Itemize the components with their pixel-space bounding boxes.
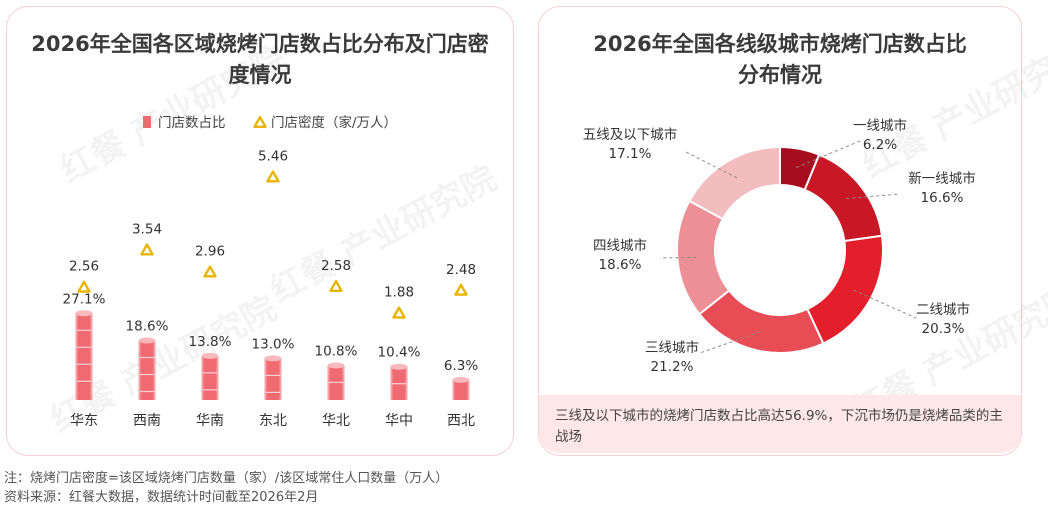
bar (392, 368, 406, 400)
category-label: 华中 (385, 413, 413, 429)
leader-line (699, 331, 761, 354)
density-triangle-marker (266, 170, 280, 183)
density-value-label: 2.96 (195, 244, 225, 260)
bar-cap (201, 352, 219, 359)
bar-value-label: 13.0% (252, 336, 295, 352)
bar-value-label: 10.4% (378, 345, 421, 361)
density-value-label: 2.48 (446, 262, 476, 278)
chart-legend: 门店数占比 门店密度（家/万人） (143, 114, 397, 131)
donut-slice (688, 145, 781, 221)
leader-line (846, 193, 901, 200)
slice-name-label: 二线城市 (916, 301, 970, 318)
density-value-label: 2.56 (69, 259, 99, 275)
slice-value-label: 16.6% (921, 190, 964, 206)
bar-value-label: 13.8% (189, 334, 232, 350)
bar-value-label: 18.6% (126, 318, 169, 334)
bar-cap (264, 355, 282, 362)
leader-line (659, 256, 697, 259)
footnote-source: 资料来源：红餐大数据，数据统计时间截至2026年2月 (4, 490, 319, 505)
donut-slices (676, 145, 884, 354)
insight-callout: 三线及以下城市的烧烤门店数占比高达56.9%，下沉市场仍是烧烤品类的主战场 (539, 395, 1021, 453)
density-triangle-marker (140, 243, 154, 256)
slice-value-label: 20.3% (922, 321, 965, 337)
legend-bar-label: 门店数占比 (158, 115, 226, 131)
category-label: 西南 (133, 413, 161, 429)
leader-line (853, 289, 917, 319)
bar (77, 315, 91, 400)
slice-value-label: 17.1% (609, 146, 652, 162)
city-tier-chart-title: 2026年全国各线级城市烧烤门店数占比分布情况 (593, 32, 967, 87)
bar (329, 367, 343, 400)
density-series: 2.56 3.54 2.96 5.46 2.58 1.88 2.48 (69, 149, 476, 319)
density-triangle-marker (77, 280, 91, 293)
bar-cap (390, 363, 408, 370)
legend-triangle-icon (253, 115, 267, 129)
category-label: 西北 (447, 413, 475, 429)
density-triangle-marker (329, 279, 343, 292)
bar-series: 27.1% 18.6% 13.8% 13.0% 10.8% 10.4% 6.3% (63, 291, 478, 400)
donut-slice (803, 153, 884, 243)
density-triangle-marker (454, 283, 468, 296)
legend-bar-swatch (143, 116, 151, 128)
slice-name-label: 新一线城市 (908, 170, 976, 187)
slice-value-label: 21.2% (651, 359, 694, 375)
bar (266, 360, 280, 400)
footnote-note: 注：烧烤门店密度=该区域烧烤门店数量（家）/该区域常住人口数量（万人） (4, 471, 449, 486)
bar-cap (138, 337, 156, 344)
donut-labels: 一线城市 6.2% 新一线城市 16.6% 二线城市 20.3% 三线城市 21.2% 四线城市… (583, 117, 976, 375)
legend-density-label: 门店密度（家/万人） (271, 114, 397, 131)
bar-value-label: 6.3% (444, 358, 478, 374)
slice-value-label: 18.6% (599, 257, 642, 273)
slice-name-label: 三线城市 (645, 339, 699, 356)
density-value-label: 5.46 (258, 149, 288, 165)
category-label: 华东 (70, 413, 98, 429)
bar-cap (452, 376, 470, 383)
bar-cap (327, 362, 345, 369)
density-triangle-marker (392, 306, 406, 319)
category-label: 华南 (196, 413, 224, 429)
donut-slice (805, 234, 884, 345)
bar-cap (75, 310, 93, 317)
region-chart-title: 2026年全国各区域烧烤门店数占比分布及门店密度情况 (31, 32, 489, 87)
category-label: 华北 (322, 413, 350, 429)
density-value-label: 2.58 (321, 258, 351, 274)
category-label: 东北 (259, 413, 287, 429)
density-value-label: 1.88 (384, 285, 414, 301)
slice-name-label: 一线城市 (853, 117, 907, 134)
slice-value-label: 6.2% (863, 137, 897, 153)
city-tier-chart-panel: 红餐 产业研究院 红餐 产业研究院 2026年全国各线级城市烧烤门店数占比分布情… (538, 6, 1048, 456)
density-triangle-marker (203, 265, 217, 278)
bar-value-label: 10.8% (315, 343, 358, 359)
density-value-label: 3.54 (132, 221, 162, 237)
bar (140, 342, 154, 400)
slice-name-label: 四线城市 (593, 237, 647, 254)
slice-name-label: 五线及以下城市 (583, 126, 678, 143)
bar-value-label: 27.1% (63, 291, 106, 307)
category-axis: 华东 西南 华南 东北 华北 华中 西北 (70, 413, 475, 429)
bar (454, 381, 468, 400)
